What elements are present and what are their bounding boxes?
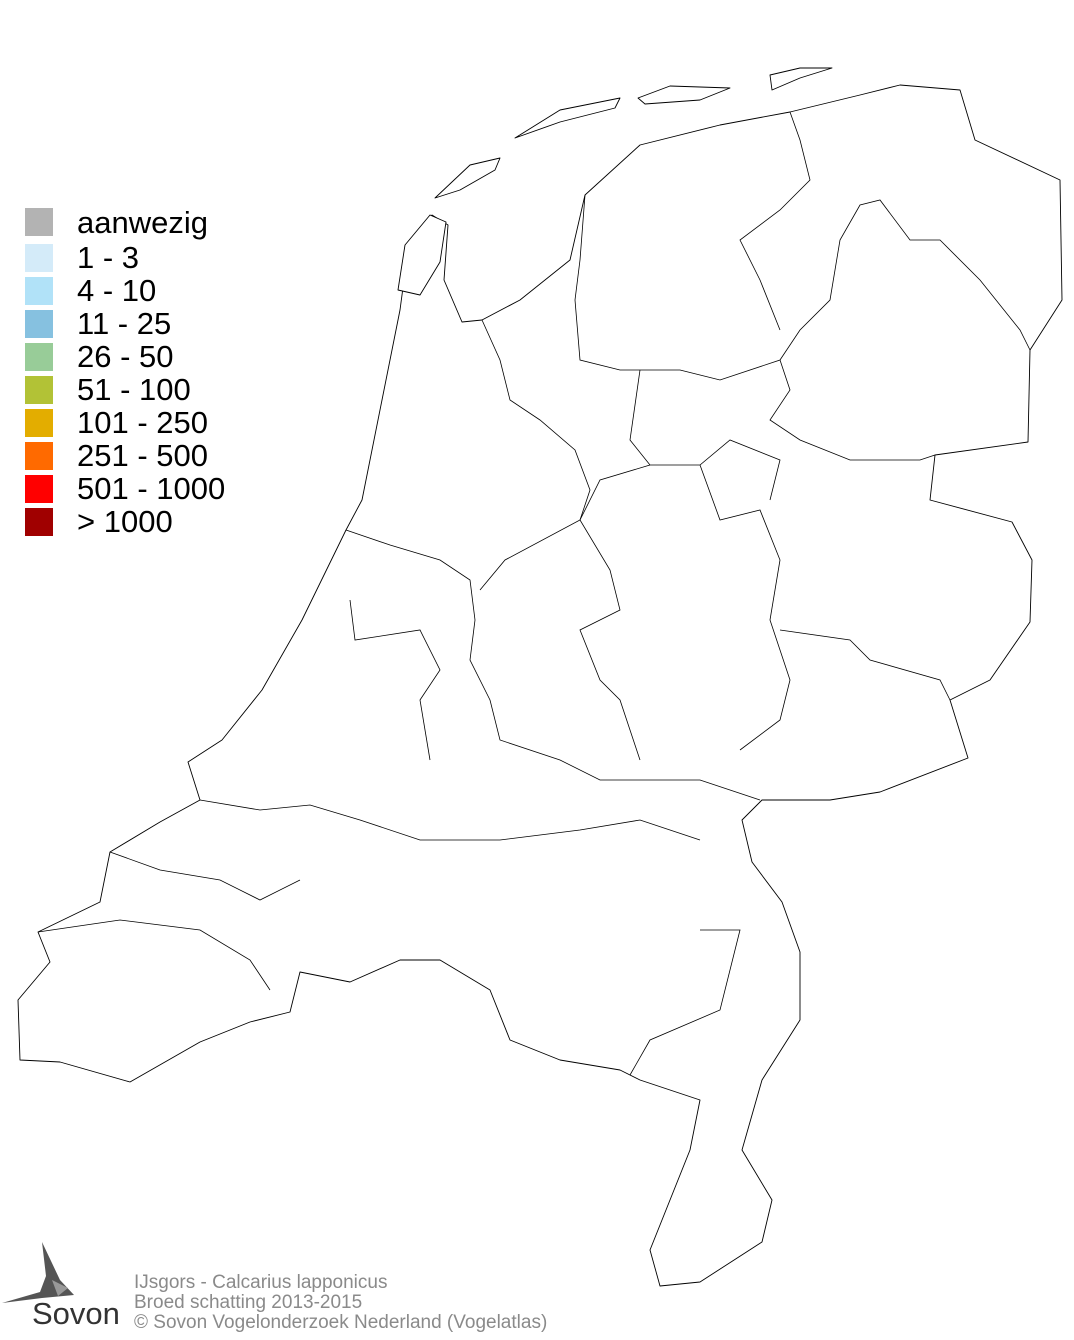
legend-label: 101 - 250 [77,405,208,440]
legend-label: 51 - 100 [77,372,191,407]
legend-label: 1 - 3 [77,240,140,275]
legend-swatch [25,208,53,236]
legend-swatch [25,408,53,437]
survey-subtitle: Broed schatting 2013-2015 [134,1292,363,1313]
legend-item: 101 - 250 [25,406,225,439]
legend-swatch [25,375,53,404]
legend-item: 251 - 500 [25,439,225,472]
map-caption: IJsgors - Calcarius lapponicus Broed sch… [134,1273,547,1333]
logo-text: Sovon [32,1296,120,1331]
legend-swatch [25,441,53,470]
legend-item: > 1000 [25,505,225,538]
legend-label: 501 - 1000 [77,471,226,506]
legend-item: 11 - 25 [25,307,225,340]
legend-label: 251 - 500 [77,438,208,473]
island-texel [397,214,447,296]
legend-item: aanwezig [25,203,225,241]
legend-label: aanwezig [77,204,208,240]
island-vlieland [434,157,501,199]
legend-label: 26 - 50 [77,339,174,374]
legend-item: 501 - 1000 [25,472,225,505]
legend-label: 11 - 25 [77,306,172,341]
country-outline [17,84,1063,1287]
island-schiermonnikoog [769,67,833,91]
swallow-icon [2,1242,74,1303]
legend-swatch [25,474,53,503]
legend-swatch [25,309,53,338]
island-ameland [637,85,731,105]
province-borders [37,111,1031,1076]
legend-label: > 1000 [77,504,173,539]
legend-item: 51 - 100 [25,373,225,406]
legend-swatch [25,276,53,305]
legend-item: 26 - 50 [25,340,225,373]
legend-swatch [25,342,53,371]
copyright: © Sovon Vogelonderzoek Nederland (Vogela… [134,1312,548,1333]
species-name: IJsgors - Calcarius lapponicus [134,1272,388,1293]
legend-swatch [25,507,53,536]
legend-item: 4 - 10 [25,274,225,307]
legend-item: 1 - 3 [25,241,225,274]
island-terschelling [514,97,621,139]
sovon-logo [2,1240,122,1335]
legend-label: 4 - 10 [77,273,157,308]
legend-swatch [25,243,53,272]
